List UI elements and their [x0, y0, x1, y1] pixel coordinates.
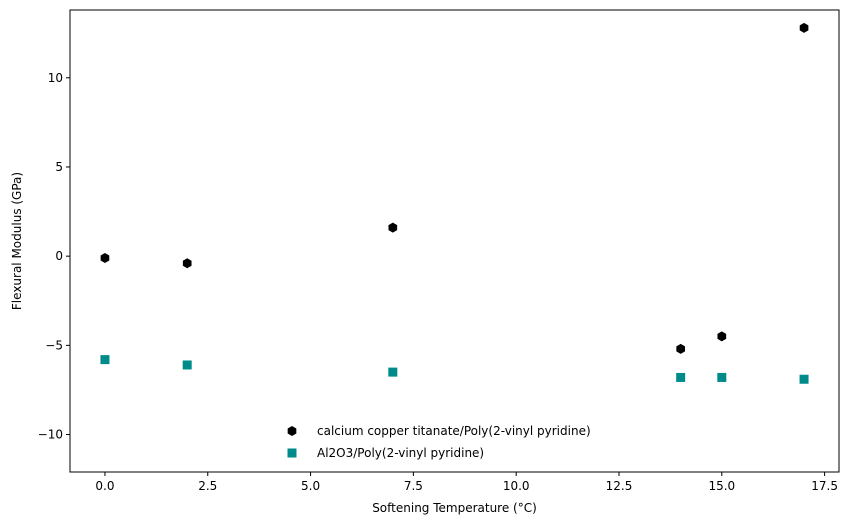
data-point	[676, 343, 686, 354]
data-point	[182, 360, 192, 370]
series-ccto	[100, 22, 809, 354]
legend-marker-square	[287, 448, 297, 458]
x-axis: 0.0 2.5 5.0 7.5 10.0 12.5 15.0 17.5	[95, 472, 838, 493]
data-point	[100, 252, 110, 263]
x-tick-label: 10.0	[503, 479, 530, 493]
legend: calcium copper titanate/Poly(2-vinyl pyr…	[287, 424, 591, 460]
x-tick-label: 5.0	[301, 479, 320, 493]
data-point	[799, 22, 809, 33]
axes-frame	[69, 9, 840, 473]
x-tick-label: 0.0	[95, 479, 114, 493]
x-axis-label: Softening Temperature (°C)	[372, 501, 537, 515]
y-tick-label: 10	[48, 71, 63, 85]
plot-area	[100, 22, 809, 384]
square-marker	[287, 448, 297, 458]
series-al2o3	[100, 355, 809, 384]
legend-label-ccto: calcium copper titanate/Poly(2-vinyl pyr…	[317, 424, 591, 438]
y-axis: −10 −5 0 5 10	[38, 71, 70, 442]
x-tick-label: 7.5	[404, 479, 423, 493]
legend-item-ccto: calcium copper titanate/Poly(2-vinyl pyr…	[287, 424, 591, 438]
y-tick-label: 5	[55, 160, 63, 174]
y-tick-label: −10	[38, 428, 63, 442]
x-tick-label: 15.0	[708, 479, 735, 493]
y-axis-label: Flexural Modulus (GPa)	[10, 172, 24, 310]
legend-label-al2o3: Al2O3/Poly(2-vinyl pyridine)	[317, 446, 484, 460]
data-point	[182, 258, 192, 269]
data-point	[717, 331, 727, 342]
data-point	[799, 374, 809, 384]
y-tick-label: −5	[45, 338, 63, 352]
x-tick-label: 12.5	[606, 479, 633, 493]
data-point	[100, 355, 110, 365]
data-point	[676, 372, 686, 382]
legend-marker-hexagon	[287, 426, 297, 436]
data-point	[388, 367, 398, 377]
x-tick-label: 2.5	[198, 479, 217, 493]
legend-item-al2o3: Al2O3/Poly(2-vinyl pyridine)	[287, 446, 484, 460]
data-point	[388, 222, 398, 233]
data-point	[717, 372, 727, 382]
hexagon-marker	[287, 426, 297, 436]
x-tick-label: 17.5	[811, 479, 838, 493]
y-tick-label: 0	[55, 249, 63, 263]
